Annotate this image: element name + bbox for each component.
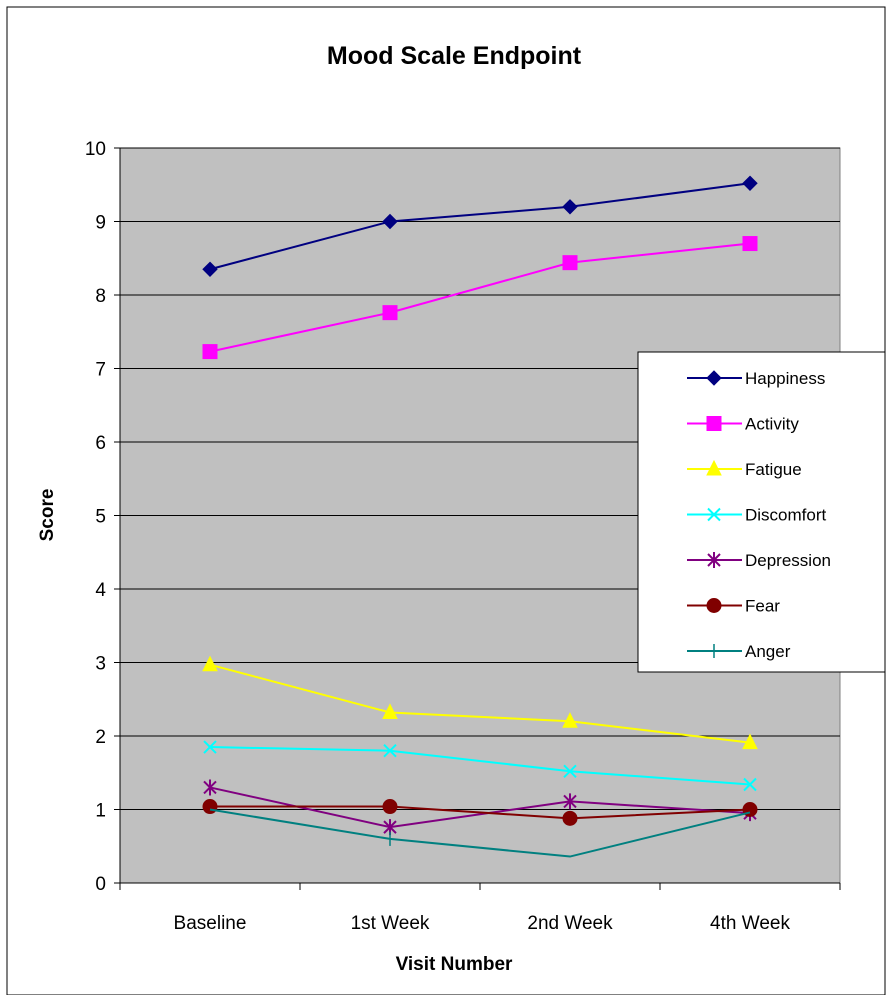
- x-tick-label: 1st Week: [351, 913, 430, 934]
- chart-title: Mood Scale Endpoint: [327, 42, 582, 70]
- legend-label-fear: Fear: [745, 597, 780, 616]
- data-point-fatigue: [202, 655, 218, 672]
- y-tick-label: 8: [95, 286, 106, 307]
- series-line-fatigue: [209, 663, 751, 744]
- data-point-activity: [202, 344, 218, 360]
- series-line-fear: [210, 805, 751, 820]
- data-point-fear: [562, 810, 578, 826]
- data-point-fatigue: [382, 703, 398, 719]
- legend-marker-happiness: [706, 370, 722, 386]
- y-tick-label: 1: [95, 801, 106, 822]
- data-point-activity: [382, 305, 398, 321]
- y-axis-label: Score: [37, 489, 58, 542]
- legend-box: [637, 351, 886, 673]
- x-tick-label: Baseline: [174, 913, 247, 934]
- legend-label-discomfort: Discomfort: [745, 506, 827, 525]
- data-point-happiness: [742, 175, 758, 191]
- legend-label-depression: Depression: [745, 551, 831, 570]
- legend-label-activity: Activity: [745, 415, 799, 434]
- data-point-discomfort: [563, 764, 577, 778]
- series-line-anger: [209, 808, 751, 858]
- legend-marker-activity: [706, 416, 722, 431]
- x-tick-label: 4th Week: [710, 913, 790, 934]
- y-tick-label: 9: [95, 213, 106, 234]
- y-tick-label: 3: [95, 654, 106, 675]
- data-point-happiness: [562, 199, 578, 215]
- legend-label-anger: Anger: [745, 642, 791, 661]
- x-axis-label: Visit Number: [396, 954, 513, 975]
- legend-marker-depression: [707, 552, 721, 568]
- series-line-activity: [209, 242, 751, 353]
- data-point-fatigue: [562, 712, 578, 728]
- data-point-discomfort: [203, 740, 217, 754]
- legend-marker-fatigue: [706, 459, 722, 476]
- data-point-fear: [202, 799, 218, 815]
- y-tick-label: 4: [95, 580, 106, 601]
- legend-label-happiness: Happiness: [745, 369, 825, 388]
- data-point-discomfort: [743, 777, 757, 792]
- legend: Happiness Activity Fatigue Discomfort Depres…: [637, 351, 886, 673]
- data-point-happiness: [382, 213, 398, 230]
- data-point-fear: [382, 799, 398, 815]
- data-point-depression: [203, 779, 217, 796]
- y-tick-label: 2: [95, 727, 106, 748]
- legend-marker-fear: [706, 598, 722, 613]
- data-point-happiness: [202, 261, 218, 277]
- y-tick-label: 7: [95, 360, 106, 381]
- legend-label-fatigue: Fatigue: [745, 460, 802, 479]
- series-line-happiness: [209, 182, 751, 271]
- y-tick-label: 6: [95, 433, 106, 454]
- y-tick-label: 10: [85, 139, 106, 160]
- data-point-activity: [562, 255, 578, 271]
- data-point-activity: [742, 236, 758, 252]
- series-line-discomfort: [209, 746, 751, 786]
- legend-marker-discomfort: [707, 507, 721, 522]
- data-point-discomfort: [383, 743, 397, 758]
- y-tick-label: 5: [95, 507, 106, 528]
- x-tick-label: 2nd Week: [527, 913, 613, 934]
- data-point-fatigue: [742, 733, 758, 750]
- y-tick-label: 0: [95, 874, 106, 895]
- data-point-depression: [563, 793, 577, 810]
